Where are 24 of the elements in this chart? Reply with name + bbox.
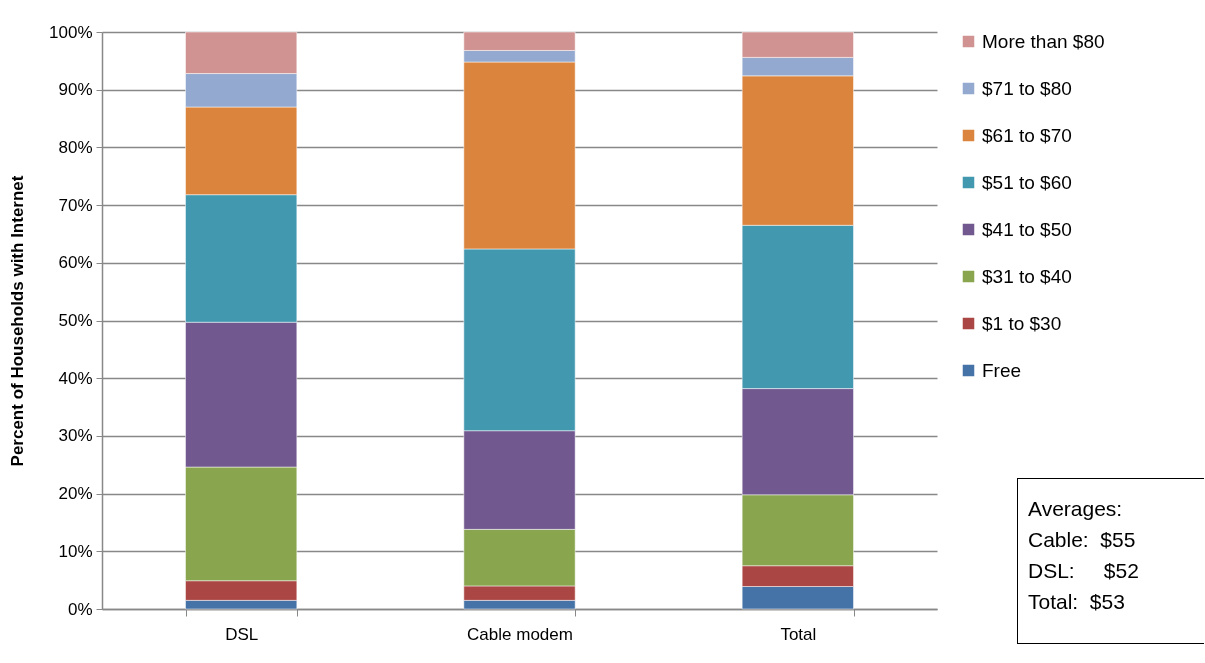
legend-label: $31 to $40 — [982, 265, 1072, 287]
legend-label: Free — [982, 359, 1022, 381]
y-tick-label: 60% — [58, 253, 93, 273]
text-box: Averages: Cable: $55 DSL: $52 Total: $53 — [1017, 478, 1204, 644]
y-tick-label: 40% — [58, 368, 93, 388]
y-tick-label: 30% — [58, 426, 93, 446]
x-tick-label: DSL — [225, 624, 259, 644]
y-tick-label: 70% — [58, 195, 93, 215]
y-tick-label: 80% — [58, 137, 93, 157]
x-tick-label: Total — [780, 624, 817, 644]
legend-label: $1 to $30 — [982, 312, 1062, 334]
y-tick-label: 0% — [67, 599, 93, 619]
legend-label: More than $80 — [982, 30, 1105, 52]
y-tick-label: 10% — [58, 541, 93, 561]
y-tick-label: 90% — [58, 80, 93, 100]
legend-label: $71 to $80 — [982, 77, 1072, 99]
y-axis-title: Percent of Households with Internet — [8, 175, 28, 467]
legend-label: $41 to $50 — [982, 218, 1072, 240]
y-tick-label: 100% — [49, 22, 93, 42]
legend-label: $51 to $60 — [982, 171, 1072, 193]
y-tick-label: 20% — [58, 484, 93, 504]
y-tick-label: 50% — [58, 311, 93, 330]
x-tick-label: Cable modem — [467, 624, 573, 644]
legend-label: $61 to $70 — [982, 124, 1072, 146]
